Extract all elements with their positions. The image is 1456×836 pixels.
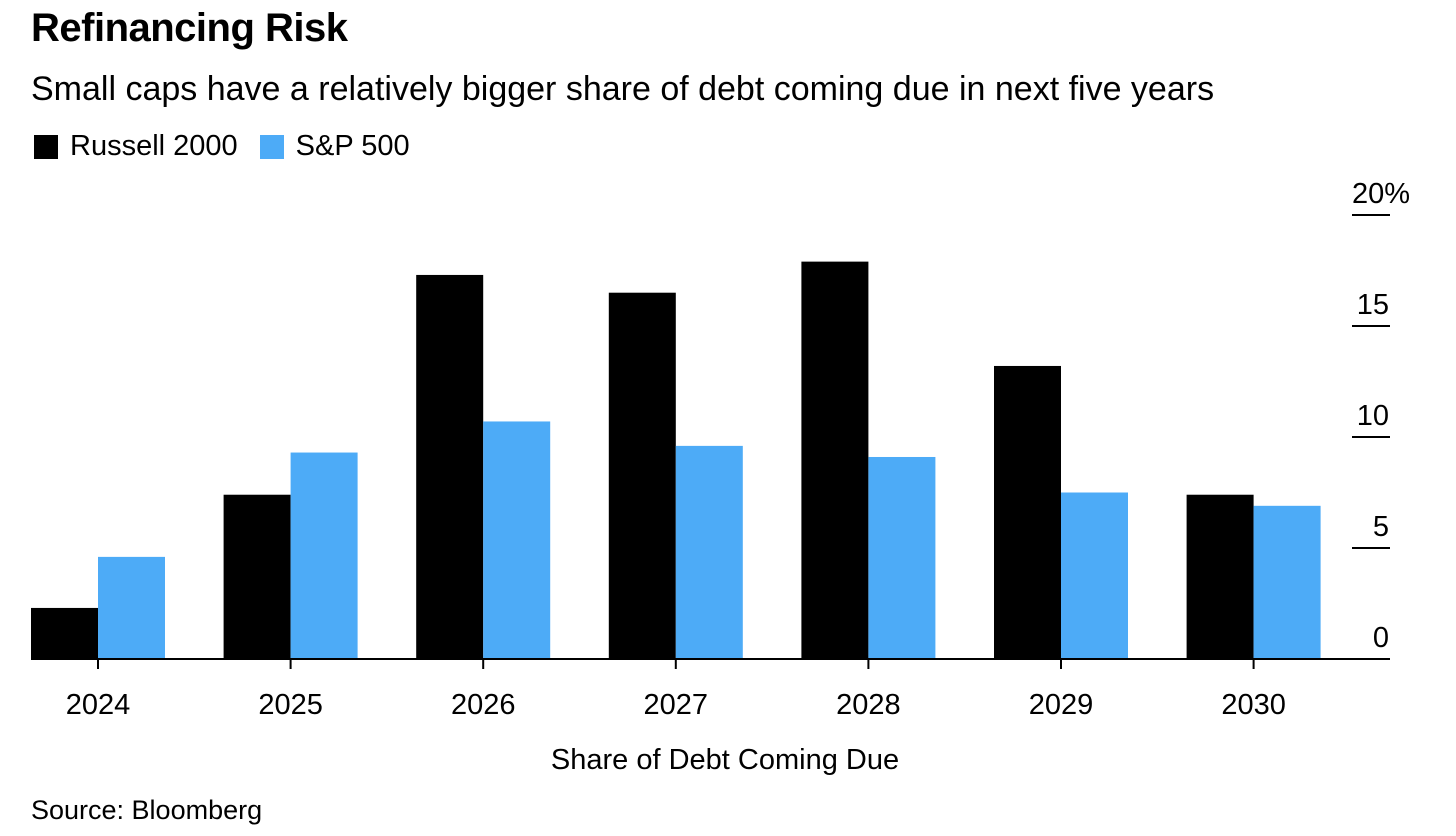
x-tick-label-2029: 2029	[1029, 689, 1094, 721]
bar-russell-2000-2024	[31, 607, 98, 659]
bar-russell-2000-2030	[1186, 494, 1254, 659]
y-tick-label-15: 15	[1357, 289, 1389, 321]
y-tick-label-0: 0	[1373, 622, 1389, 654]
y-tick-label-10: 10	[1357, 400, 1389, 432]
chart-subtitle: Small caps have a relatively bigger shar…	[31, 70, 1215, 108]
bar-s-p-500-2026	[483, 421, 551, 659]
bar-russell-2000-2029	[994, 365, 1061, 659]
legend-label-russell-2000: Russell 2000	[70, 130, 238, 162]
x-tick-label-2026: 2026	[451, 689, 516, 721]
legend-item-russell-2000: Russell 2000	[34, 130, 238, 163]
bar-s-p-500-2024	[98, 556, 165, 659]
x-tick-label-2028: 2028	[836, 689, 901, 721]
y-tick-label-20: 20%	[1352, 178, 1410, 210]
chart-title: Refinancing Risk	[31, 6, 348, 50]
legend-swatch-russell-2000	[34, 134, 58, 159]
bar-s-p-500-2027	[675, 445, 743, 659]
bar-s-p-500-2029	[1061, 492, 1128, 659]
x-tick-label-2027: 2027	[644, 689, 709, 721]
x-tick-label-2024: 2024	[66, 689, 131, 721]
y-tick-label-5: 5	[1373, 511, 1389, 543]
source-note: Source: Bloomberg	[31, 795, 263, 825]
bar-russell-2000-2027	[608, 292, 676, 659]
bar-s-p-500-2025	[290, 452, 358, 659]
legend-label-sp-500: S&P 500	[295, 130, 410, 162]
bar-s-p-500-2028	[868, 456, 936, 659]
x-tick-label-2025: 2025	[258, 689, 323, 721]
x-axis-title: Share of Debt Coming Due	[551, 744, 899, 776]
legend: Russell 2000 S&P 500	[34, 130, 432, 163]
bar-russell-2000-2025	[223, 494, 291, 659]
bar-s-p-500-2030	[1253, 505, 1321, 659]
x-tick-label-2030: 2030	[1221, 689, 1286, 721]
bar-russell-2000-2028	[801, 261, 869, 659]
bar-russell-2000-2026	[416, 274, 484, 659]
legend-item-sp-500: S&P 500	[259, 130, 410, 163]
legend-swatch-sp-500	[259, 134, 284, 159]
